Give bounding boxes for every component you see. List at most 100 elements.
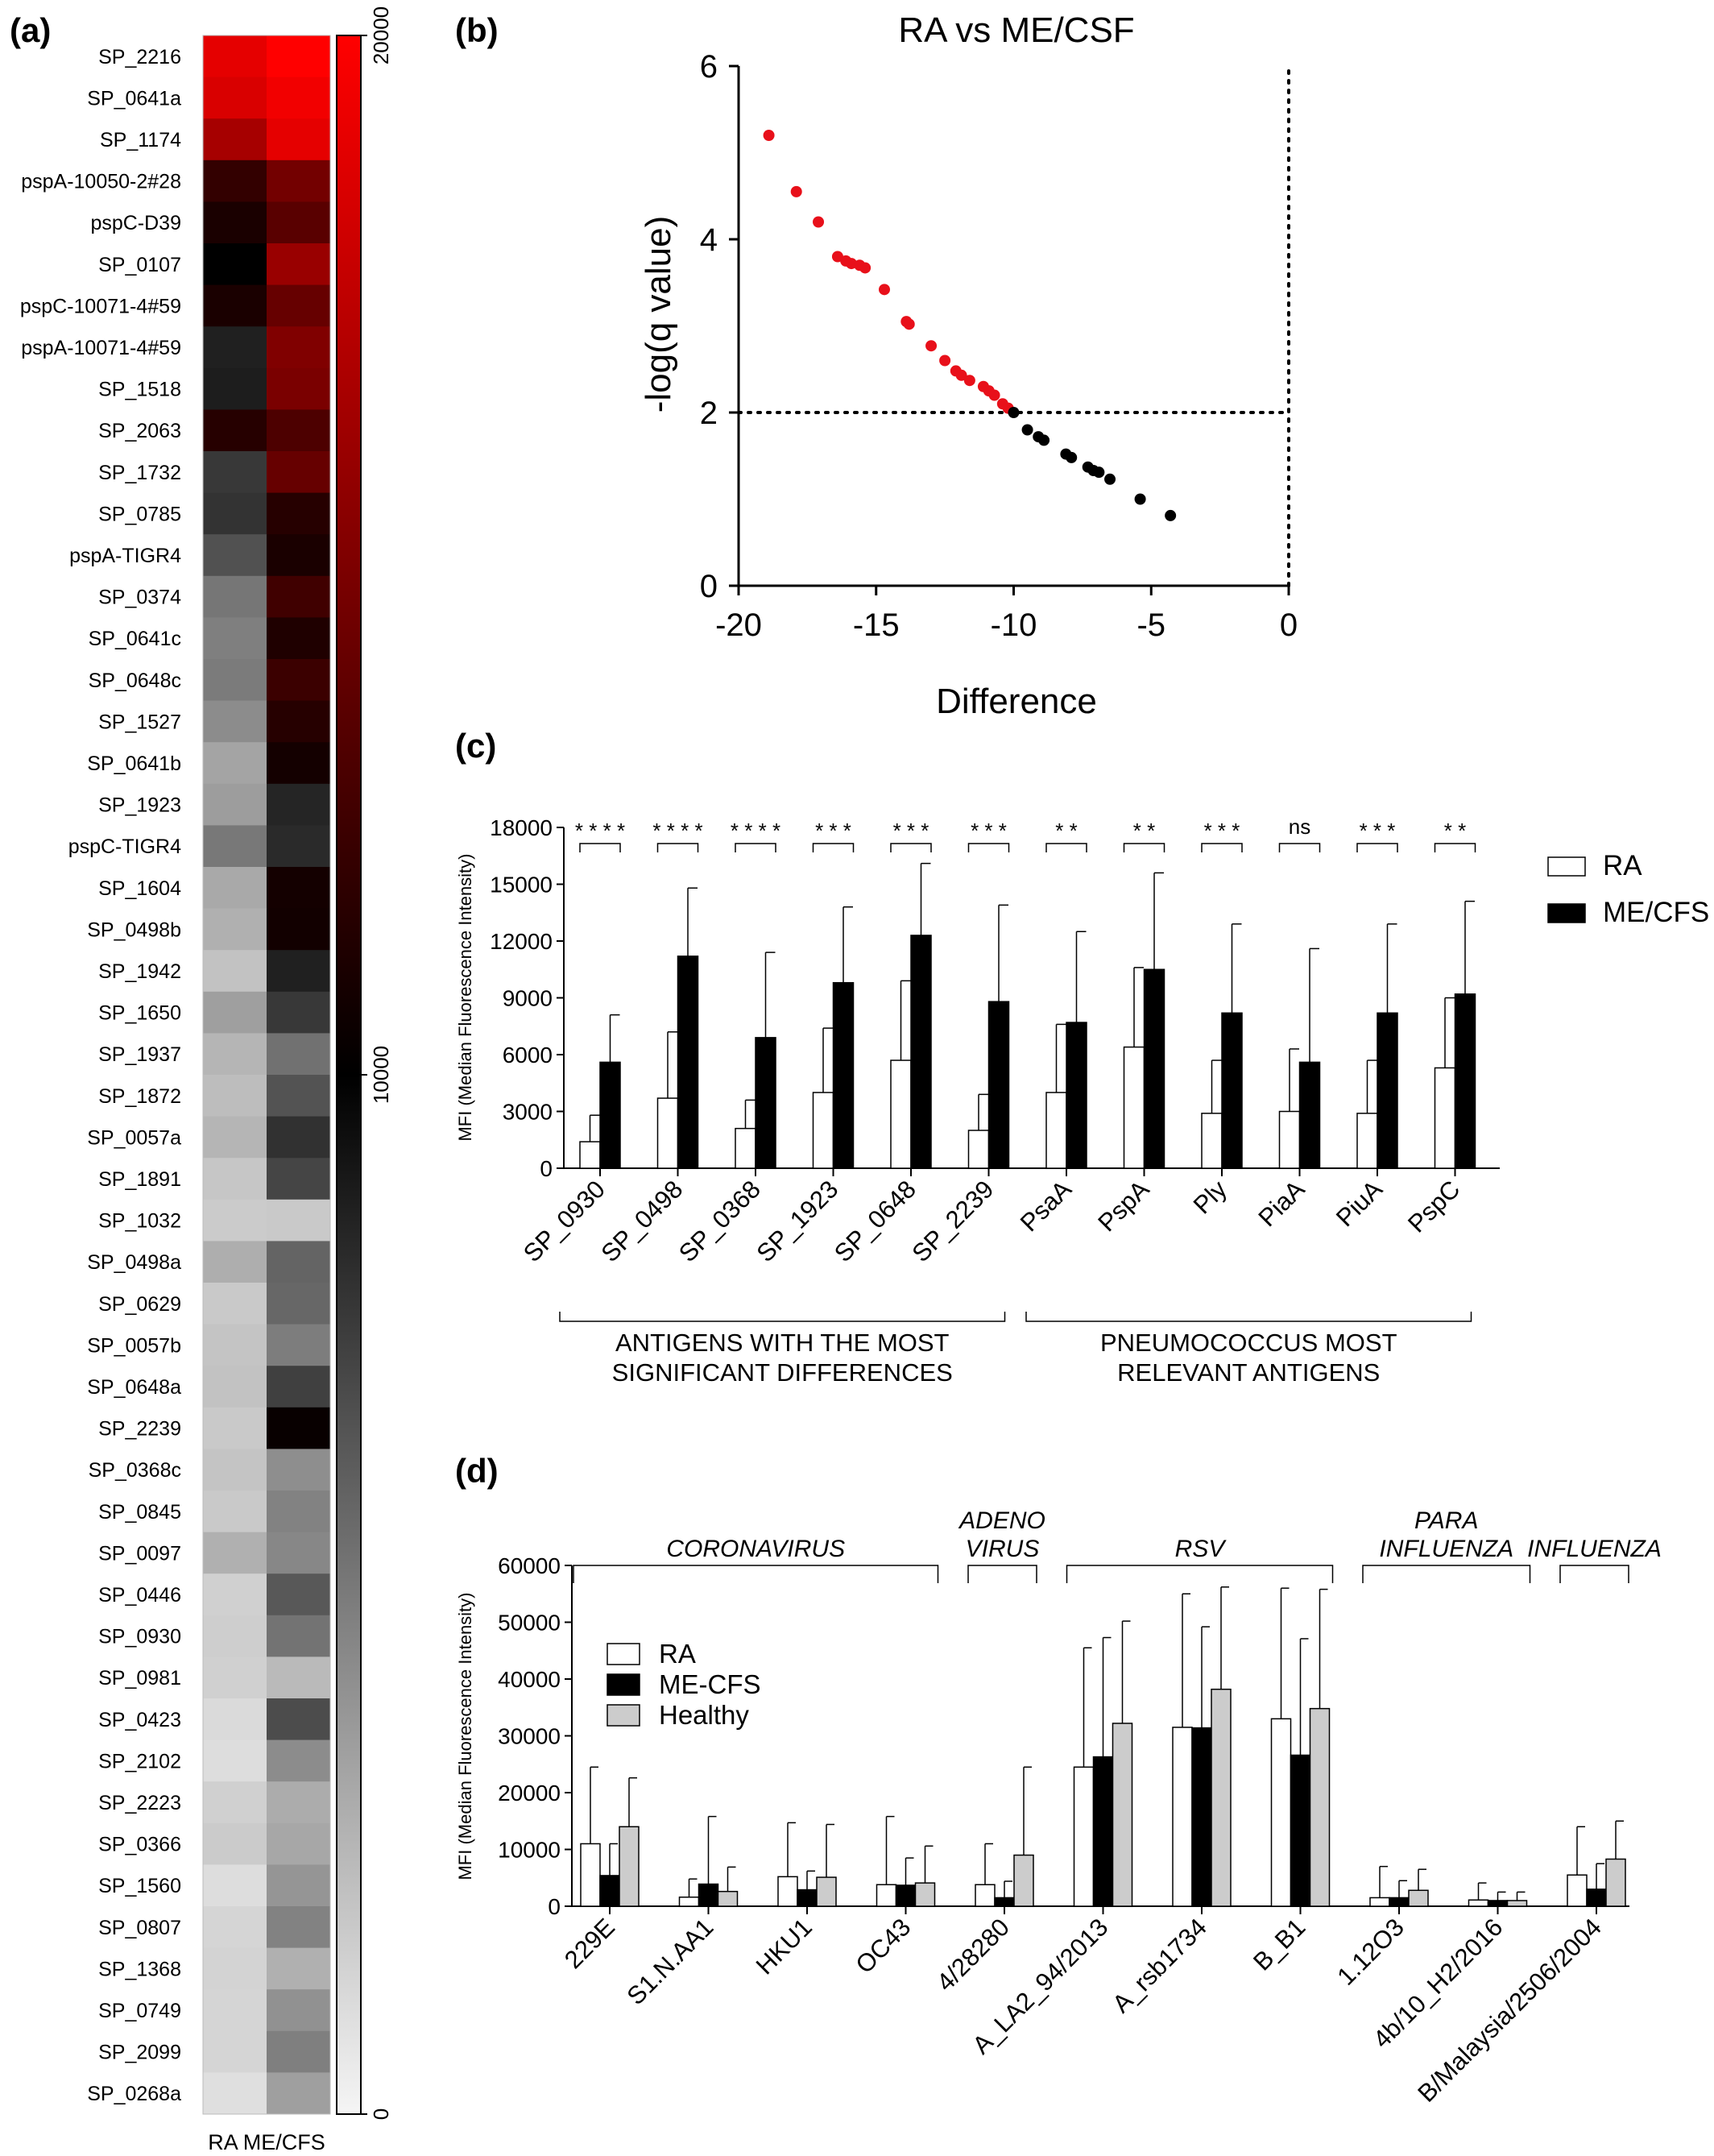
bar-c-legend: RA ME/CFS (1547, 850, 1709, 928)
heatmap-row-label-sp-0629: SP_0629 (98, 1293, 181, 1316)
heatmap-cell-pspc-10071-4-59-ra (203, 284, 267, 327)
bar-d-legend-label-healthy: Healthy (659, 1700, 749, 1730)
volcano-point-significant-14 (955, 369, 967, 381)
bar-d-group-bracket-1 (967, 1565, 1037, 1583)
bar-c-sig-bracket-sp-1923 (812, 843, 855, 852)
bar-d-group-bracket-0 (573, 1565, 939, 1583)
volcano-point-significant-2 (813, 216, 825, 228)
heatmap-row-label-sp-0057a: SP_0057a (87, 1126, 181, 1149)
bar-c-bar-piua-ra (1356, 1113, 1378, 1169)
heatmap-cell-sp-0498a-ra (203, 1241, 267, 1283)
heatmap-cell-sp-0446-ra (203, 1573, 267, 1616)
bar-c-sig-bracket-sp-0648 (890, 843, 932, 852)
heatmap-cell-sp-1604-me-cfs (267, 867, 331, 910)
heatmap-cell-sp-0785-me-cfs (267, 492, 331, 535)
bar-c-bar-piaa-me-cfs (1298, 1061, 1321, 1169)
bar-d-bar-b-b1-me-cfs (1290, 1754, 1311, 1907)
bar-d-group-label-1-1: VIRUS (966, 1536, 1040, 1562)
bar-c-sig-bracket-psaa (1045, 843, 1087, 852)
bar-c-group-label-0-0: ANTIGENS WITH THE MOST (615, 1329, 950, 1357)
heatmap-cell-sp-2063-me-cfs (267, 409, 331, 452)
heatmap-row-label-sp-0423: SP_0423 (98, 1709, 181, 1731)
heatmap-cell-sp-0648c-me-cfs (267, 659, 331, 702)
colorbar-tick-label-10000: 10000 (369, 1046, 393, 1104)
heatmap-row-label-sp-0498a: SP_0498a (87, 1251, 181, 1274)
heatmap-row-label-sp-0981: SP_0981 (98, 1667, 181, 1690)
bar-c-legend-label-ra: RA (1603, 850, 1642, 881)
heatmap-cell-sp-0749-ra (203, 1989, 267, 2032)
bar-c-sig-bracket-ply (1201, 843, 1243, 852)
heatmap-row-label-sp-0648c: SP_0648c (89, 670, 181, 692)
panel-label-c: (c) (455, 727, 496, 765)
heatmap-cell-sp-1368-ra (203, 1947, 267, 1990)
volcano-title: RA vs ME/CSF (898, 10, 1134, 50)
bar-d-bar-oc43-me-cfs (895, 1884, 917, 1907)
heatmap-cell-sp-1937-me-cfs (267, 1033, 331, 1076)
heatmap-cell-sp-0368c-ra (203, 1449, 267, 1491)
bar-c-legend-label-me-cfs: ME/CFS (1603, 897, 1709, 928)
heatmap-cell-sp-2099-me-cfs (267, 2030, 331, 2073)
volcano-point-nonsignificant-1 (1021, 424, 1033, 436)
bar-d-y-tick-label-30000: 30000 (498, 1724, 561, 1749)
bar-d-bar-4b-10-h2-2016-me-cfs (1487, 1900, 1509, 1907)
heatmap-cell-sp-1174-me-cfs (267, 118, 331, 161)
volcano-point-nonsignificant-3 (1038, 434, 1050, 446)
bar-d-group-label-2-0: RSV (1175, 1536, 1228, 1562)
heatmap-cell-sp-0845-ra (203, 1491, 267, 1533)
heatmap-cell-sp-0368c-me-cfs (267, 1449, 331, 1491)
bar-d-y-tick-label-0: 0 (548, 1894, 561, 1919)
bar-c-bar-sp-0498-ra (656, 1097, 679, 1169)
bar-c-sig-label-sp-0368: * * * * (731, 819, 780, 843)
heatmap-column-labels: RA ME/CFS (208, 2130, 325, 2154)
bar-d-bar-oc43-healthy (914, 1882, 936, 1907)
bar-c-y-tick-label-15000: 15000 (490, 873, 553, 898)
bar-d-bar-b-malaysia-2506-2004-healthy (1605, 1858, 1626, 1907)
volcano-point-significant-12 (939, 354, 951, 367)
heatmap-cell-sp-0930-me-cfs (267, 1615, 331, 1657)
heatmap-cell-sp-2102-ra (203, 1739, 267, 1782)
bar-d-y-tick-label-20000: 20000 (498, 1781, 561, 1806)
heatmap-cell-pspa-10071-4-59-me-cfs (267, 326, 331, 369)
bar-c-sig-bracket-pspc (1434, 843, 1476, 852)
bar-d-group-bracket-2 (1066, 1565, 1334, 1583)
heatmap-cell-pspc-10071-4-59-me-cfs (267, 284, 331, 327)
heatmap-row-label-sp-0366: SP_0366 (98, 1834, 181, 1856)
bar-d-bar-4-28280-ra (975, 1884, 996, 1907)
bar-d-bar-hku1-healthy (816, 1876, 837, 1907)
bar-c-sig-label-pspc: * * (1444, 819, 1466, 843)
bar-c-y-tick-label-9000: 9000 (503, 986, 553, 1011)
colorbar-ticks: 20000 10000 0 (361, 6, 393, 2120)
bar-c-y-tick-label-6000: 6000 (503, 1043, 553, 1068)
bar-d-bar-s1-n-aa1-ra (678, 1896, 700, 1907)
heatmap-cell-sp-1174-ra (203, 118, 267, 161)
bar-c-legend-swatch-ra (1547, 856, 1586, 877)
heatmap-cell-sp-2216-me-cfs (267, 35, 331, 78)
heatmap-row-label-pspa-10050-2-28: pspA-10050-2#28 (21, 171, 181, 193)
volcano-point-nonsignificant-11 (1165, 509, 1177, 521)
bar-c-bar-sp-1923-ra (812, 1092, 834, 1169)
heatmap-row-label-sp-1527: SP_1527 (98, 711, 181, 733)
bar-c-sig-label-piaa: ns (1289, 815, 1310, 839)
bar-d-group-bracket-3 (1362, 1565, 1531, 1583)
volcano-y-tick-label-2: 2 (700, 396, 718, 431)
heatmap-cell-sp-0374-ra (203, 575, 267, 618)
heatmap-cell-sp-0648a-me-cfs (267, 1366, 331, 1408)
heatmap-cell-sp-1032-me-cfs (267, 1199, 331, 1242)
bar-c-sig-bracket-piaa (1278, 843, 1321, 852)
bar-d-bar-229e-healthy (619, 1826, 640, 1907)
volcano-y-label: -log(q value) (639, 216, 678, 413)
heatmap-row-label-sp-1942: SP_1942 (98, 960, 181, 983)
bar-d-bar-b-b1-healthy (1309, 1707, 1331, 1907)
heatmap-cell-sp-0641a-me-cfs (267, 77, 331, 119)
bar-d-bar-a-rsb1734-ra (1172, 1727, 1193, 1907)
heatmap-cell-sp-0845-me-cfs (267, 1491, 331, 1533)
heatmap-row-label-sp-0641b: SP_0641b (87, 753, 181, 775)
heatmap-cell-sp-0498b-me-cfs (267, 908, 331, 951)
heatmap-row-label-pspc-d39: pspC-D39 (90, 212, 181, 234)
bar-c-bar-ply-me-cfs (1221, 1012, 1243, 1169)
colorbar-tick-label-0: 0 (369, 2108, 393, 2120)
bar-d-y-tick-label-60000: 60000 (498, 1553, 561, 1578)
